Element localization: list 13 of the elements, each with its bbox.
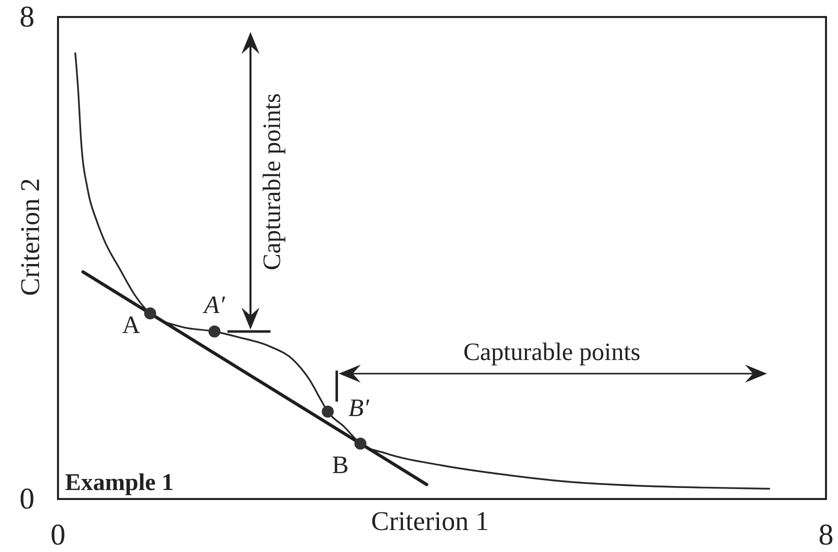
annotation: B [332, 452, 349, 480]
annotation: Example 1 [65, 470, 174, 496]
annotation: B′ [348, 395, 370, 422]
x-axis-title: Criterion 1 [371, 506, 489, 536]
annotation: A [122, 312, 140, 339]
annotation: Capturable points [258, 93, 286, 270]
y-axis-title: Criterion 2 [15, 178, 45, 296]
point [144, 307, 156, 320]
annotation: Capturable points [463, 339, 640, 366]
annotation: A′ [202, 292, 226, 320]
point [208, 326, 220, 338]
point [354, 438, 366, 450]
point [322, 406, 334, 418]
